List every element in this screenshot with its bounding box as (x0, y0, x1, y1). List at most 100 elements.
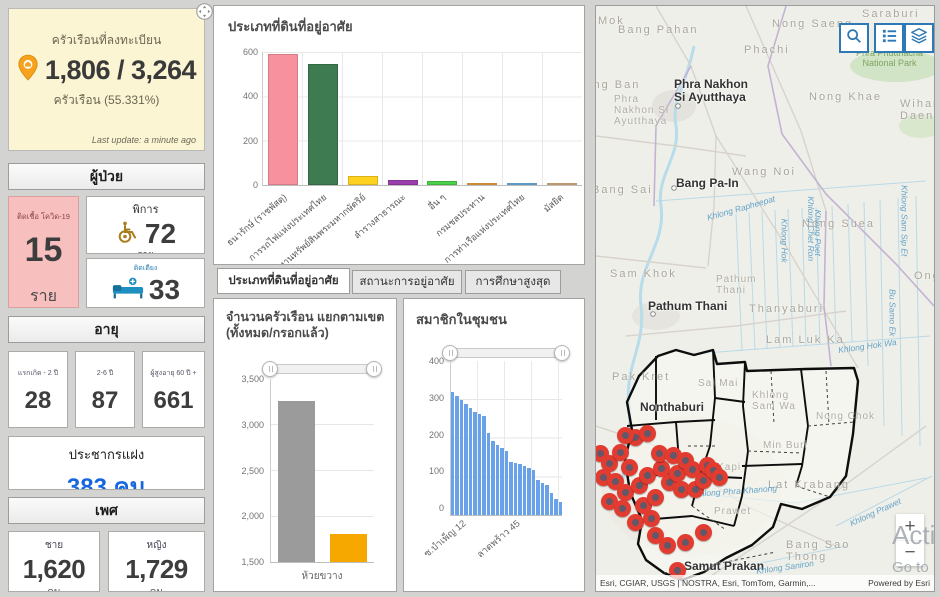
bar-1 (329, 534, 367, 562)
y-tick: 0 (252, 179, 258, 190)
cluster-marker[interactable] (639, 425, 656, 442)
bar-14 (513, 463, 518, 515)
map-label: Nong Khae (809, 91, 883, 103)
y-tick: 2,000 (241, 511, 264, 522)
land-chart-plot[interactable] (262, 52, 582, 186)
members-chart-yaxis: 400 300 200 100 0 (416, 357, 444, 513)
map-search-button[interactable] (839, 23, 869, 53)
age-card-value: 87 (91, 387, 119, 414)
cluster-marker[interactable] (659, 537, 676, 554)
bar-7 (482, 416, 486, 515)
female-unit: คน (109, 585, 204, 591)
cluster-marker[interactable] (647, 489, 664, 506)
gender-header[interactable]: เพศ (8, 497, 205, 524)
zoom-in-button[interactable]: + (896, 514, 924, 541)
y-tick: 2,500 (241, 465, 264, 476)
cluster-marker[interactable] (621, 459, 638, 476)
hospital-bed-icon (111, 276, 145, 305)
cluster-marker[interactable] (601, 455, 618, 472)
map-label: Bang Pa-In (676, 176, 739, 190)
household-chart-plot[interactable] (270, 379, 374, 563)
y-tick: 1,500 (241, 557, 264, 567)
cluster-marker[interactable] (695, 524, 712, 541)
y-tick: 3,000 (241, 419, 264, 430)
household-chart-range-slider[interactable] (262, 361, 382, 377)
bar-1 (307, 64, 338, 185)
household-chart-yaxis: 3,500 3,000 2,500 2,000 1,500 (222, 375, 264, 567)
map-label: Ongkharak (914, 270, 934, 282)
bar-5 (467, 183, 498, 185)
zoom-out-button[interactable]: − (904, 542, 916, 564)
patients-header[interactable]: ผู้ป่วย (8, 163, 205, 190)
household-chart-title-2: (ทั้งหมด/กรอกแล้ว) (226, 326, 329, 340)
map-label: Bang Ban (595, 79, 641, 91)
slider-handle-left[interactable] (262, 361, 278, 377)
tab-land-type[interactable]: ประเภทที่ดินที่อยู่อาศัย (217, 268, 350, 294)
female-label: หญิง (146, 540, 167, 551)
age-card-value: 661 (153, 387, 194, 414)
bar-6 (507, 183, 538, 185)
bar-7 (547, 183, 578, 185)
slider-track[interactable] (270, 364, 374, 374)
cluster-marker[interactable] (612, 444, 629, 461)
cluster-marker[interactable] (627, 514, 644, 531)
location-pin-icon (17, 54, 39, 87)
members-chart-plot[interactable] (450, 361, 563, 516)
cluster-marker[interactable] (669, 562, 686, 579)
members-chart-panel: สมาชิกในชุมชน 400 300 200 100 0 ซ.บำเพ็ญ 12 ล… (403, 298, 585, 592)
household-chart-xlabel: ห้วยขวาง (301, 571, 343, 582)
cluster-marker[interactable] (673, 481, 690, 498)
land-chart-title: ประเภทที่ดินที่อยู่อาศัย (228, 19, 353, 34)
bar-21 (545, 485, 549, 515)
y-tick: 400 (242, 91, 258, 102)
female-card: หญิง 1,729 คน (108, 531, 205, 592)
cluster-marker[interactable] (639, 467, 656, 484)
male-card: ชาย 1,620 คน (8, 531, 100, 592)
cluster-marker[interactable] (669, 465, 686, 482)
slider-handle-left[interactable] (442, 345, 458, 361)
cluster-marker[interactable] (643, 510, 660, 527)
search-icon (845, 27, 863, 50)
age-card-1: 2-6 ปี 87 (75, 351, 135, 428)
cluster-marker[interactable] (711, 469, 728, 486)
cluster-marker[interactable] (614, 500, 631, 517)
layers-icon (910, 27, 928, 50)
tab-label: การศึกษาสูงสุด (475, 276, 551, 288)
male-unit: คน (9, 585, 99, 591)
move-handle-icon[interactable] (196, 3, 213, 20)
members-chart-range-slider[interactable] (442, 345, 570, 361)
cluster-marker[interactable] (677, 534, 694, 551)
household-chart-panel: จำนวนครัวเรือน แยกตามเขต (ทั้งหมด/กรอกแล… (213, 298, 397, 592)
cluster-marker[interactable] (601, 493, 618, 510)
gender-header-label: เพศ (95, 501, 118, 518)
male-value: 1,620 (22, 554, 86, 584)
cluster-marker[interactable] (651, 445, 668, 462)
bedridden-label: ติดเตียง (133, 265, 158, 272)
map-label: Prawet (714, 506, 752, 517)
cluster-marker[interactable] (617, 484, 634, 501)
bar-2 (347, 175, 378, 185)
map-legend-button[interactable] (874, 23, 904, 53)
age-card-2: ผู้สูงอายุ 60 ปี + 661 (142, 351, 205, 428)
map-label: Pak Kret (612, 371, 671, 383)
bar-8 (486, 433, 491, 515)
tab-residence-status[interactable]: สถานะการอยู่อาศัย (352, 270, 462, 294)
patients-header-label: ผู้ป่วย (89, 167, 124, 184)
slider-handle-right[interactable] (366, 361, 382, 377)
age-header[interactable]: อายุ (8, 316, 205, 343)
map-label: Bang Pahan (618, 24, 699, 36)
map-label: Nonthaburi (640, 400, 704, 414)
map-label: Khlong Hok (779, 218, 790, 263)
cluster-marker[interactable] (653, 460, 670, 477)
cluster-marker[interactable] (617, 427, 634, 444)
slider-handle-right[interactable] (554, 345, 570, 361)
map-layers-button[interactable] (904, 23, 934, 53)
slider-track[interactable] (450, 348, 562, 358)
age-card-label: แรกเกิด - 2 ปี (17, 370, 59, 377)
map-label: Sai Mai (698, 378, 739, 389)
map-label: Lam Luk Ka (766, 334, 845, 346)
tab-highest-education[interactable]: การศึกษาสูงสุด (465, 270, 561, 294)
last-update-text: Last update: a minute ago (91, 135, 196, 145)
bedridden-card: ติดเตียง 33 ราย (86, 258, 205, 308)
